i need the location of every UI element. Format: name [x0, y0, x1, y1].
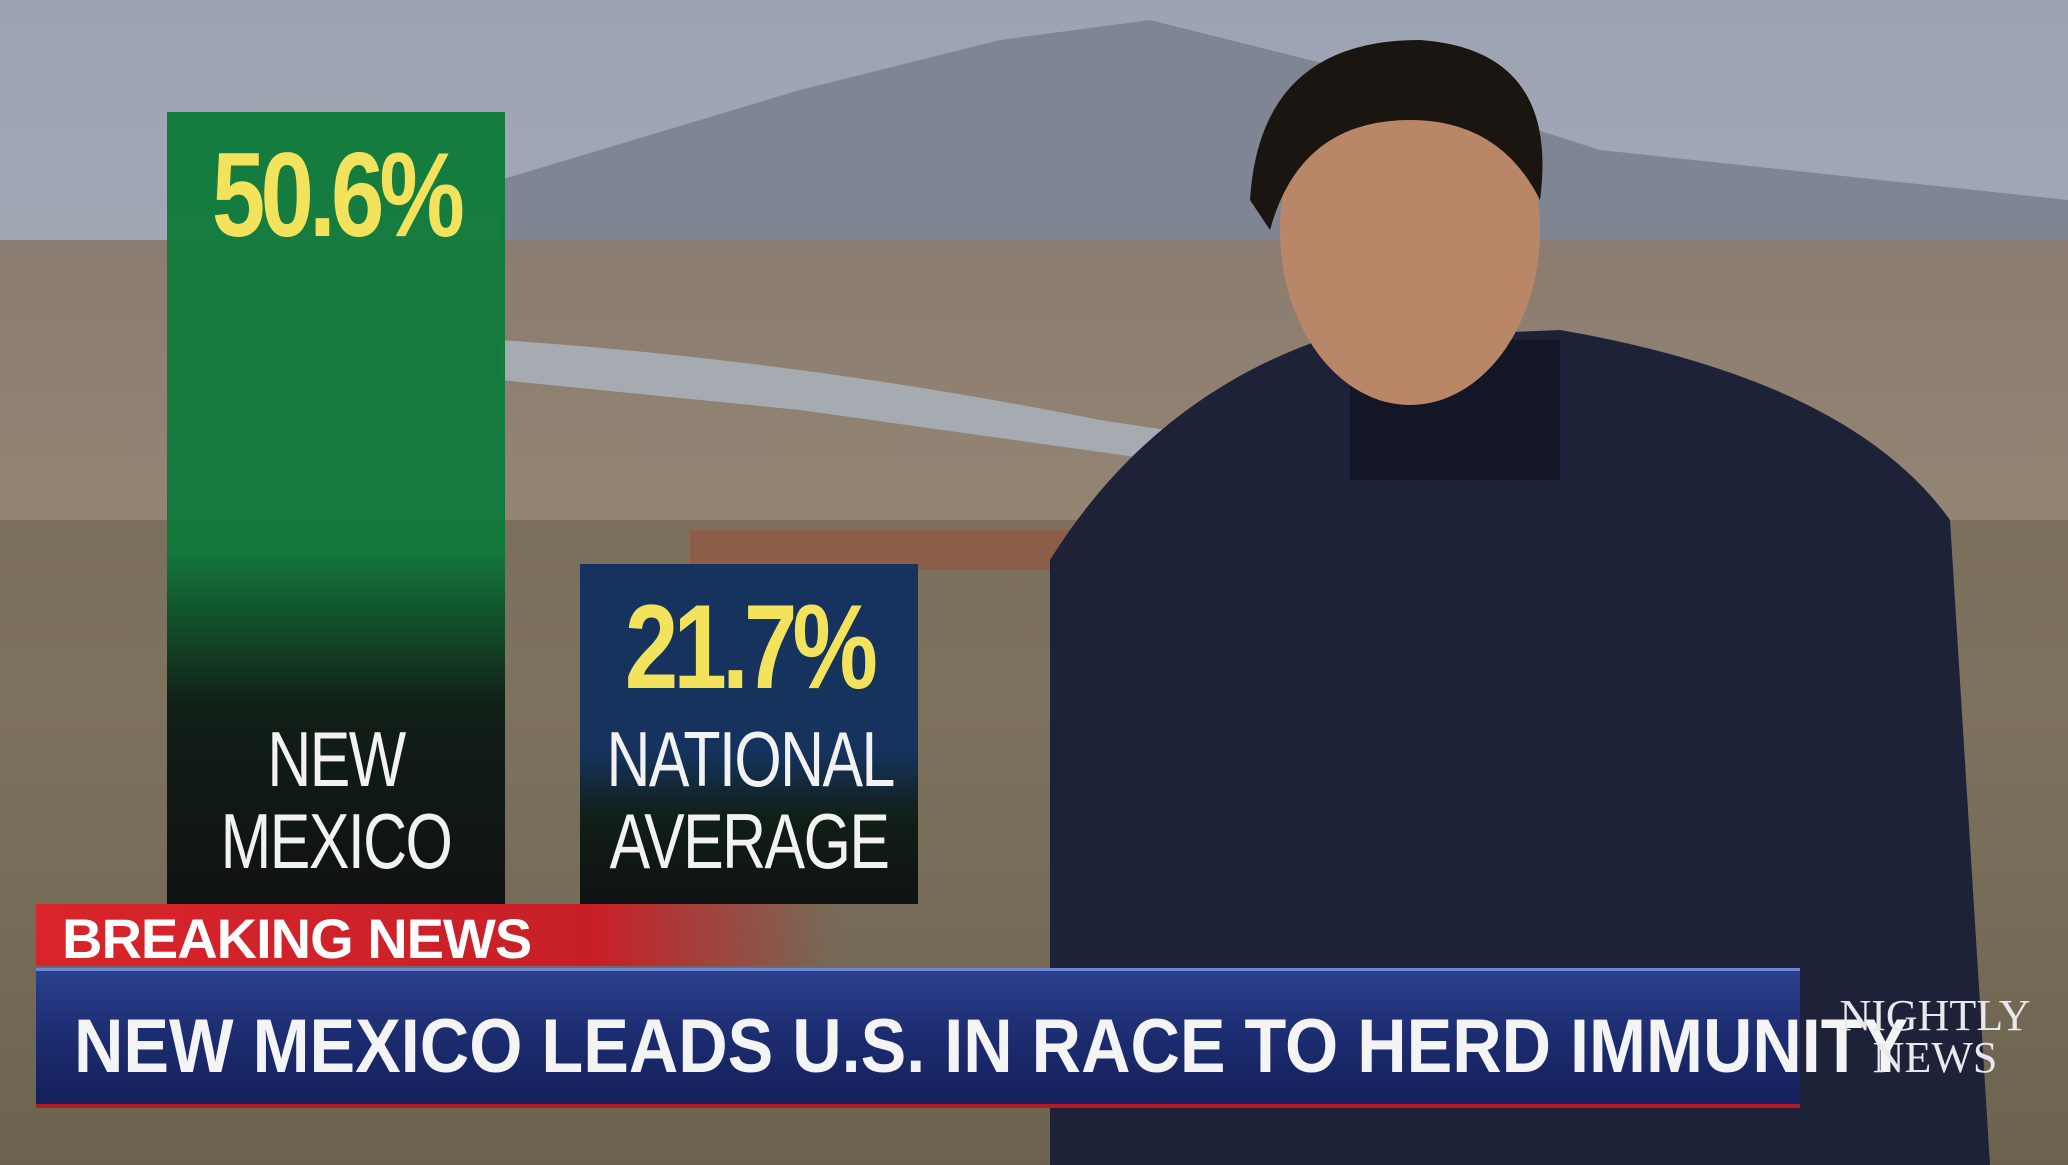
headline-text: NEW MEXICO LEADS U.S. IN RACE TO HERD IM… — [74, 1003, 1908, 1090]
broadcast-frame: 50.6% NEW MEXICO 21.7%NATIONAL AVERAGE BRE… — [0, 0, 2068, 1165]
breaking-news-label: BREAKING NEWS — [62, 906, 531, 971]
category-label: NEW MEXICO — [221, 718, 452, 882]
page: 50.6% NEW MEXICO 21.7%NATIONAL AVERAGE BRE… — [0, 0, 2068, 1165]
value-label: 50.6% — [201, 126, 471, 264]
value-label: 21.7% — [614, 578, 884, 716]
logo-line: NEWS — [1830, 1037, 2040, 1079]
logo-line: NIGHTLY — [1830, 995, 2040, 1037]
breaking-news-tag: BREAKING NEWS — [36, 904, 836, 966]
headline-bar: NEW MEXICO LEADS U.S. IN RACE TO HERD IM… — [36, 968, 1800, 1108]
category-label: NATIONAL AVERAGE — [606, 718, 891, 882]
